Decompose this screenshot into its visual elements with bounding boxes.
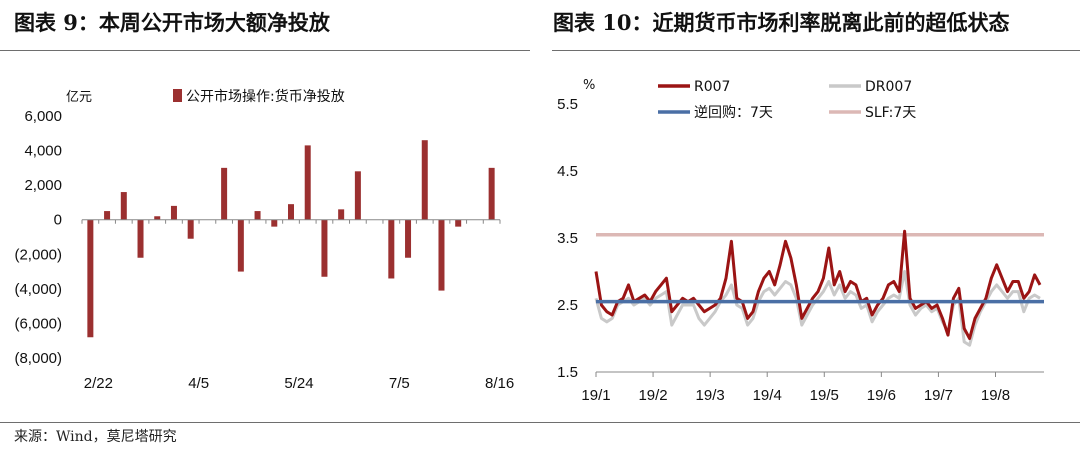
legend-label-dr007: DR007: [865, 79, 912, 95]
line-y-axis: 5.5 4.5 3.5 2.5 1.5: [557, 96, 578, 381]
legend-label-slf: SLF:7天: [865, 105, 916, 121]
bar-x-tick-label: 5/24: [284, 375, 313, 392]
line-chart-unit: %: [583, 78, 595, 93]
bar-y-tick-label: (6,000): [14, 315, 62, 332]
bar-mark: [237, 219, 244, 272]
left-chart-title: 图表 9：本周公开市场大额净投放: [14, 10, 330, 35]
legend-label-r007: R007: [694, 79, 730, 95]
bar-y-tick-label: (4,000): [14, 281, 62, 298]
bar-mark: [304, 145, 311, 220]
title-divider-right: [552, 50, 1080, 51]
bar-chart-unit: 亿元: [66, 90, 92, 105]
line-x-tick-label: 19/7: [924, 387, 953, 404]
bar-mark: [254, 211, 261, 220]
bar-x-tick-label: 2/22: [84, 375, 113, 392]
source-note: 来源：Wind，莫尼塔研究: [14, 429, 177, 445]
bar-mark: [187, 219, 194, 239]
footer-divider: [0, 422, 1080, 423]
bar-mark: [354, 171, 361, 220]
bar-mark: [288, 204, 294, 220]
line-x-tick-label: 19/2: [638, 387, 667, 404]
bar-mark: [137, 219, 144, 258]
bar-series: [87, 140, 495, 338]
bar-y-tick-label: 6,000: [24, 108, 62, 125]
line-y-tick-label: 3.5: [557, 230, 578, 247]
line-x-tick-label: 19/6: [867, 387, 896, 404]
line-x-tick-label: 19/5: [810, 387, 839, 404]
bar-y-tick-label: 2,000: [24, 177, 62, 194]
bar-mark: [170, 205, 177, 220]
bar-y-tick-label: 0: [54, 212, 62, 229]
bar-mark: [488, 167, 495, 220]
line-x-axis: 19/1 19/2 19/3 19/4 19/5 19/6 19/7 19/8: [581, 372, 1010, 404]
line-y-tick-label: 5.5: [557, 96, 578, 113]
bar-mark: [154, 216, 161, 220]
bar-mark: [405, 219, 412, 258]
line-y-tick-label: 4.5: [557, 163, 578, 180]
bar-x-tick-label: 8/16: [485, 375, 514, 392]
line-y-tick-label: 2.5: [557, 297, 578, 314]
bar-mark: [321, 219, 328, 277]
bar-mark: [120, 192, 127, 220]
bar-mark: [421, 140, 428, 220]
line-chart-rates: % R007 DR007 逆回购：7天 SLF:7天 5.5 4.5 3.5 2.5 1…: [557, 78, 1044, 404]
title-divider-left: [0, 50, 530, 51]
line-x-tick-label: 19/4: [753, 387, 782, 404]
bar-legend-label: 公开市场操作:货币净投放: [186, 88, 345, 105]
line-x-tick-label: 19/8: [981, 387, 1010, 404]
legend-label-reverse-repo: 逆回购：7天: [694, 105, 773, 121]
line-legend: R007 DR007 逆回购：7天 SLF:7天: [658, 79, 916, 121]
line-series-group: [594, 229, 1044, 347]
line-x-tick-label: 19/1: [581, 387, 610, 404]
bar-y-axis: 6,000 4,000 2,000 0 (2,000) (4,000) (6,000) (8,…: [14, 108, 62, 367]
bar-y-tick-label: (8,000): [14, 350, 62, 367]
bar-x-axis: 2/22 4/5 5/24 7/5 8/16: [81, 219, 514, 392]
bar-mark: [455, 219, 462, 227]
bar-y-tick-label: (2,000): [14, 246, 62, 263]
bar-legend-swatch: [173, 89, 182, 102]
bar-chart-net-injection: 亿元 公开市场操作:货币净投放 6,000 4,000 2,000 0 (2,000) (…: [14, 88, 514, 392]
bar-mark: [221, 167, 228, 220]
bar-mark: [438, 219, 445, 291]
bar-mark: [104, 211, 111, 220]
bar-mark: [388, 219, 395, 279]
bar-x-tick-label: 4/5: [188, 375, 209, 392]
right-chart-title: 图表 10：近期货币市场利率脱离此前的超低状态: [553, 10, 1010, 35]
bar-x-tick-label: 7/5: [389, 375, 410, 392]
line-x-tick-label: 19/3: [696, 387, 725, 404]
line-series-dr007: [594, 270, 1041, 347]
bar-y-tick-label: 4,000: [24, 143, 62, 160]
bar-mark: [271, 219, 278, 227]
bar-mark: [87, 219, 94, 338]
line-series-r007: [594, 229, 1042, 340]
bar-mark: [338, 209, 345, 220]
line-y-tick-label: 1.5: [557, 364, 578, 381]
